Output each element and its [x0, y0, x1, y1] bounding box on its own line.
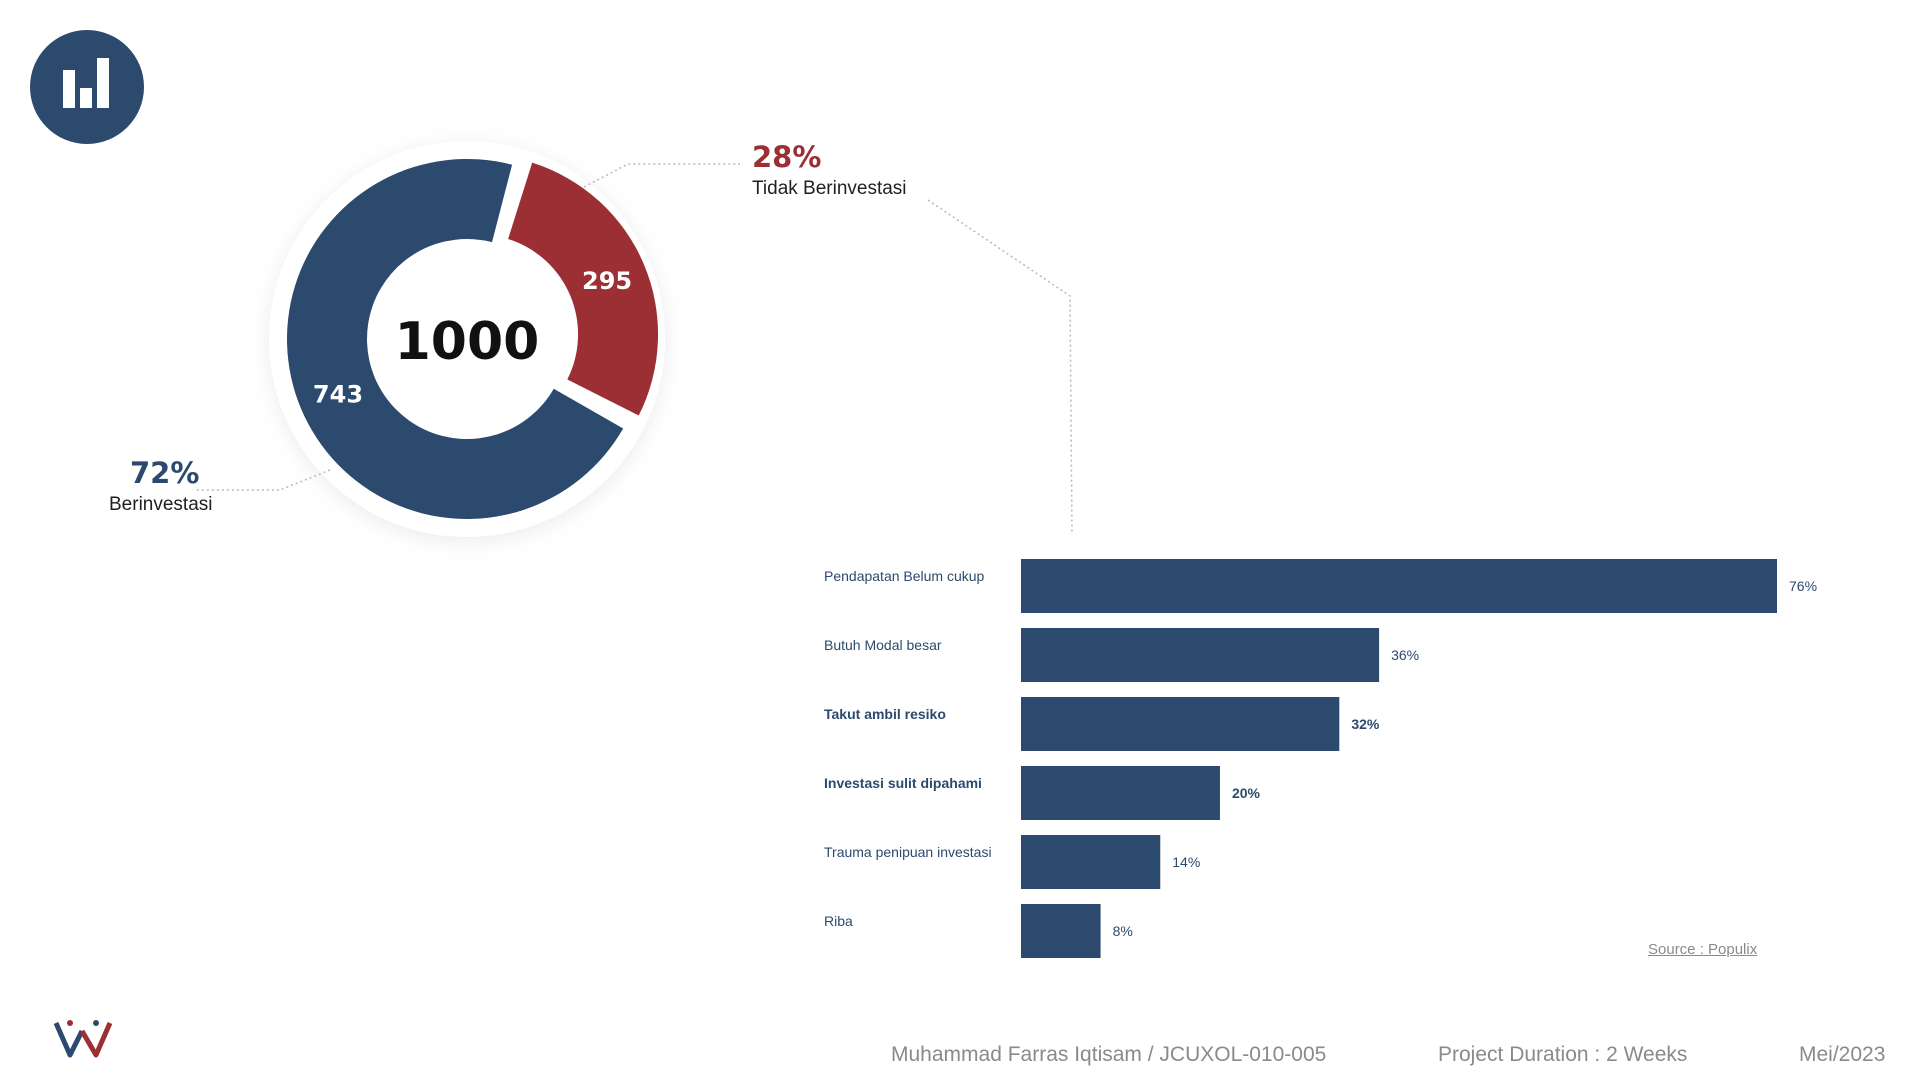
- footer-author: Muhammad Farras Iqtisam / JCUXOL-010-005: [891, 1043, 1327, 1066]
- footer-date: Mei/2023: [1799, 1043, 1886, 1066]
- bar: [1021, 628, 1380, 682]
- bar: [1021, 697, 1340, 751]
- invest-percent: 72%: [130, 456, 200, 490]
- bar-category-label: Investasi sulit dipahami: [824, 775, 982, 791]
- w-logo-icon: [53, 1020, 113, 1058]
- donut-center-total: 1000: [395, 312, 540, 372]
- bar: [1021, 766, 1220, 820]
- donut-slice-value: 295: [582, 267, 632, 295]
- not-invest-label: Tidak Berinvestasi: [752, 178, 907, 199]
- donut-slice-value: 743: [313, 380, 363, 408]
- bar: [1021, 904, 1101, 958]
- bar: [1021, 835, 1161, 889]
- leader-line-not-invest: [583, 163, 740, 188]
- donut-slice: [287, 159, 624, 519]
- not-invest-percent: 28%: [752, 140, 822, 174]
- chart-badge: [30, 30, 144, 144]
- donut-slice: [508, 162, 659, 416]
- footer-duration: Project Duration : 2 Weeks: [1438, 1043, 1688, 1066]
- bar-chart-icon: [63, 58, 109, 108]
- invest-label: Berinvestasi: [109, 494, 213, 515]
- bar-value-label: 76%: [1789, 578, 1817, 594]
- bar-category-label: Pendapatan Belum cukup: [824, 568, 985, 584]
- bar-value-label: 14%: [1172, 854, 1200, 870]
- bar: [1021, 559, 1777, 613]
- bar-category-label: Trauma penipuan investasi: [824, 844, 992, 860]
- bar-value-label: 36%: [1391, 647, 1419, 663]
- bar-value-label: 32%: [1351, 716, 1380, 732]
- bar-category-label: Butuh Modal besar: [824, 637, 942, 653]
- source-link[interactable]: Source : Populix: [1648, 941, 1758, 958]
- leader-line-to-bars: [927, 199, 1073, 536]
- bar-value-label: 8%: [1113, 923, 1133, 939]
- bar-category-label: Riba: [824, 913, 853, 929]
- bar-category-label: Takut ambil resiko: [824, 706, 946, 722]
- bar-value-label: 20%: [1232, 785, 1261, 801]
